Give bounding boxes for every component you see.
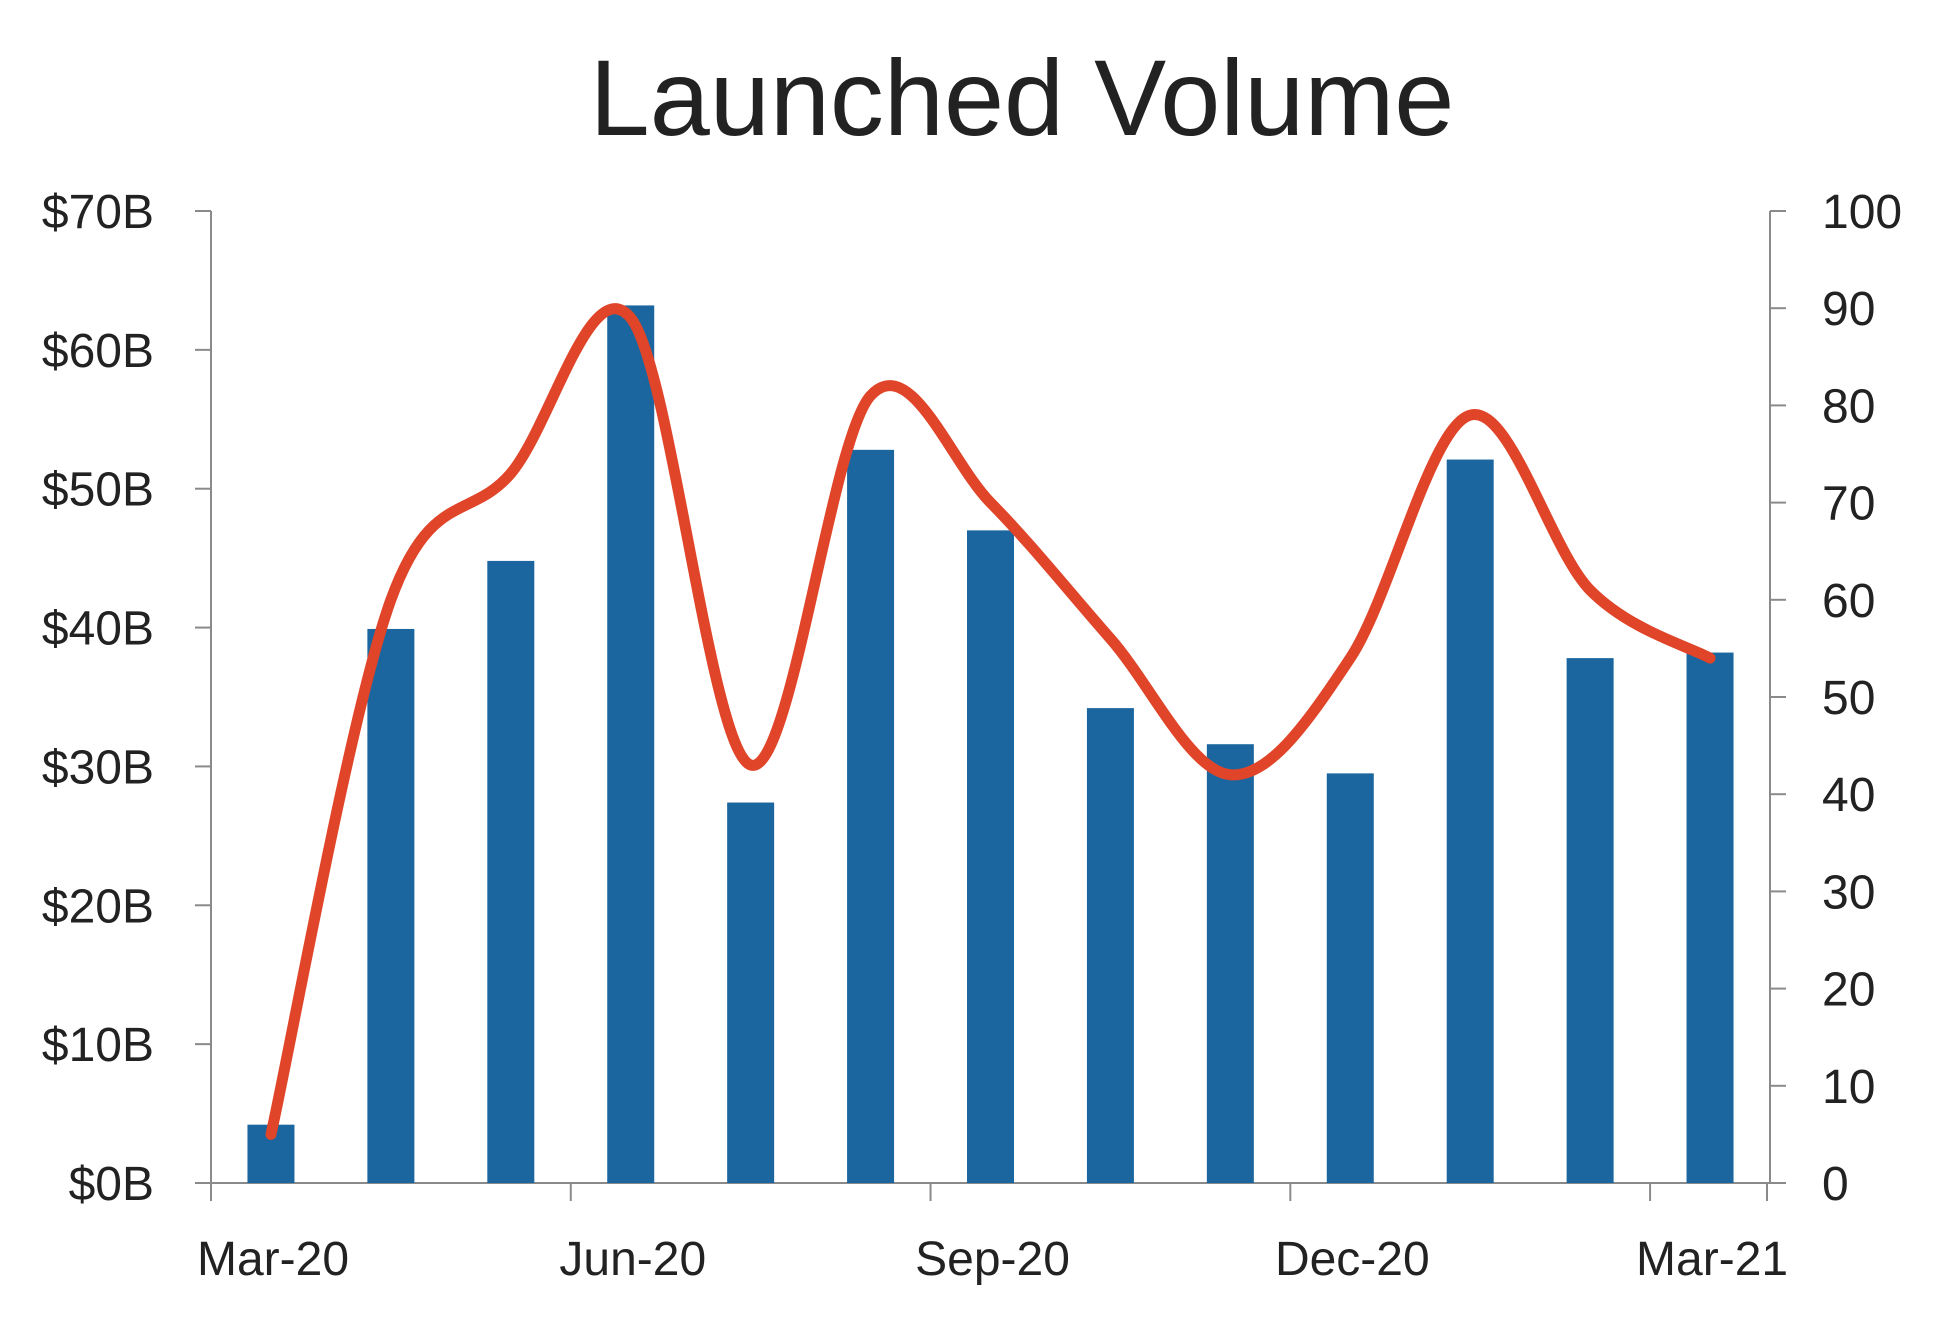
right-y-tick-label: 30 [1822, 866, 1875, 919]
bar [1686, 652, 1734, 1183]
bar [1206, 744, 1254, 1183]
left-y-tick-label: $10B [42, 1019, 154, 1072]
right-y-tick-label: 40 [1822, 769, 1875, 822]
x-tick-label: Dec-20 [1275, 1233, 1430, 1286]
series-line [265, 303, 1716, 1140]
bar [367, 628, 415, 1183]
right-y-tick-label: 50 [1822, 672, 1875, 725]
bar [487, 560, 535, 1183]
chart-title: Launched Volume [590, 37, 1455, 158]
bar [1086, 708, 1134, 1183]
bar [967, 530, 1014, 1183]
right-y-tick-label: 90 [1822, 283, 1875, 336]
bar [1566, 658, 1614, 1183]
right-y-tick-label: 80 [1822, 380, 1875, 433]
left-y-tick-label: $0B [69, 1158, 154, 1211]
right-y-tick-label: 100 [1822, 186, 1902, 239]
bar [727, 802, 775, 1183]
x-tick-label: Mar-20 [197, 1233, 349, 1286]
x-tick-label: Mar-21 [1636, 1233, 1788, 1286]
left-y-tick-label: $60B [42, 325, 154, 378]
x-tick-label: Jun-20 [559, 1233, 706, 1286]
left-y-tick-label: $20B [42, 880, 154, 933]
right-y-tick-label: 20 [1822, 964, 1875, 1017]
left-y-tick-label: $30B [42, 741, 154, 794]
left-y-tick-label: $70B [42, 186, 154, 239]
bar [1326, 773, 1374, 1183]
right-y-tick-label: 0 [1822, 1158, 1849, 1211]
right-y-tick-label: 10 [1822, 1061, 1875, 1114]
right-y-tick-label: 60 [1822, 575, 1875, 628]
right-y-tick-label: 70 [1822, 478, 1875, 531]
left-y-tick-label: $50B [42, 464, 154, 517]
bar [1446, 459, 1494, 1183]
bar [847, 449, 895, 1183]
bar [607, 305, 655, 1183]
x-tick-label: Sep-20 [915, 1233, 1070, 1286]
left-y-tick-label: $40B [42, 603, 154, 656]
